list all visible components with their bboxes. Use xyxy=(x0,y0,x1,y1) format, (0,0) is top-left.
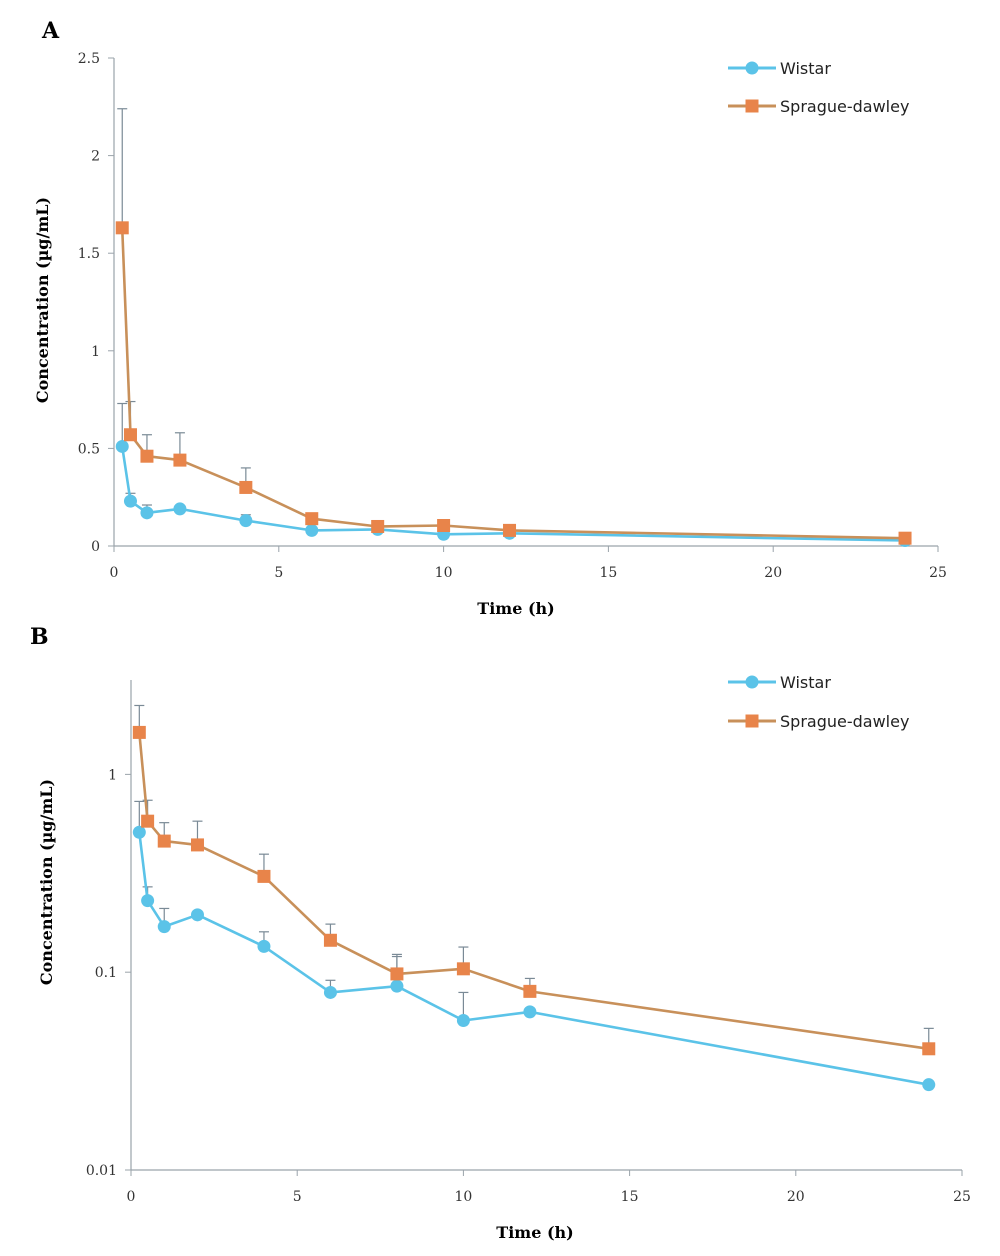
x-tick-label: 20 xyxy=(787,1189,805,1205)
point-sprague-dawley xyxy=(898,531,912,545)
point-sprague-dawley xyxy=(123,428,137,442)
x-tick-label: 25 xyxy=(929,565,947,581)
x-tick-label: 0 xyxy=(127,1189,136,1205)
point-sprague-dawley xyxy=(140,449,154,463)
point-wistar xyxy=(140,506,154,520)
point-sprague-dawley xyxy=(390,967,404,981)
legend-marker-sprague-dawley xyxy=(745,714,759,728)
point-wistar xyxy=(157,920,171,934)
point-wistar xyxy=(257,939,271,953)
point-sprague-dawley xyxy=(141,814,155,828)
point-wistar xyxy=(141,894,155,908)
point-wistar xyxy=(239,514,253,528)
legend-label-sprague-dawley: Sprague-dawley xyxy=(780,97,909,116)
legend-marker-wistar xyxy=(745,675,759,689)
panel-letter-b: B xyxy=(30,624,49,650)
y-tick-label: 2 xyxy=(91,149,100,165)
x-tick-label: 0 xyxy=(110,565,119,581)
x-tick-label: 10 xyxy=(435,565,453,581)
point-sprague-dawley xyxy=(371,519,385,533)
series-sprague-dawley xyxy=(132,704,936,1056)
point-sprague-dawley xyxy=(323,933,337,947)
x-tick-label: 5 xyxy=(293,1189,302,1205)
series-wistar xyxy=(132,800,936,1092)
y-axis-title: Concentration (µg/mL) xyxy=(37,779,56,985)
line-wistar xyxy=(138,832,930,1086)
legend: Wistar Sprague-dawley xyxy=(728,673,909,731)
point-sprague-dawley xyxy=(115,221,129,235)
x-axis-title: Time (h) xyxy=(496,1223,573,1242)
point-sprague-dawley xyxy=(173,453,187,467)
legend-label-sprague-dawley: Sprague-dawley xyxy=(780,712,909,731)
x-tick-label: 5 xyxy=(274,565,283,581)
y-tick-label: 0 xyxy=(91,539,100,555)
series-sprague-dawley xyxy=(115,108,912,545)
line-wistar xyxy=(120,446,906,542)
panel-a: A Time (h) Concentration (µg/mL) 0 5 10 15 2… xyxy=(33,18,947,618)
y-tick-label: 1.5 xyxy=(78,246,100,262)
point-sprague-dawley xyxy=(523,984,537,998)
point-sprague-dawley xyxy=(437,519,451,533)
legend-marker-sprague-dawley xyxy=(745,99,759,113)
point-wistar xyxy=(523,1005,537,1019)
point-sprague-dawley xyxy=(503,523,517,537)
y-tick-label: 2.5 xyxy=(78,51,100,67)
y-tick-label: 0.1 xyxy=(95,965,117,981)
x-axis-title: Time (h) xyxy=(477,599,554,618)
x-tick-label: 20 xyxy=(764,565,782,581)
panel-letter-a: A xyxy=(41,18,60,44)
y-axis-title: Concentration (µg/mL) xyxy=(33,197,52,403)
y-tick-label: 1 xyxy=(91,344,100,360)
series-layer xyxy=(115,108,912,548)
point-wistar xyxy=(132,825,146,839)
legend-label-wistar: Wistar xyxy=(780,59,831,78)
x-tick-label: 25 xyxy=(953,1189,971,1205)
legend: Wistar Sprague-dawley xyxy=(728,59,909,116)
x-tick-label: 15 xyxy=(621,1189,639,1205)
point-wistar xyxy=(323,985,337,999)
point-sprague-dawley xyxy=(456,962,470,976)
point-sprague-dawley xyxy=(190,838,204,852)
legend-label-wistar: Wistar xyxy=(780,673,831,692)
y-tick-label: 0.01 xyxy=(86,1163,117,1179)
y-tick-label: 1 xyxy=(108,767,117,783)
point-wistar xyxy=(173,502,187,516)
point-wistar xyxy=(390,979,404,993)
point-sprague-dawley xyxy=(922,1042,936,1056)
point-wistar xyxy=(305,523,319,537)
point-sprague-dawley xyxy=(257,869,271,883)
point-sprague-dawley xyxy=(239,480,253,494)
y-tick-label: 0.5 xyxy=(78,441,100,457)
point-sprague-dawley xyxy=(305,512,319,526)
point-wistar xyxy=(922,1078,936,1092)
x-tick-label: 15 xyxy=(599,565,617,581)
point-wistar xyxy=(123,494,137,508)
axes: 0 5 10 15 20 25 0 0.5 1 1.5 2 2.5 xyxy=(78,51,947,581)
point-sprague-dawley xyxy=(157,834,171,848)
line-sprague-dawley xyxy=(138,732,929,1051)
point-wistar xyxy=(115,439,129,453)
x-tick-label: 10 xyxy=(454,1189,472,1205)
point-sprague-dawley xyxy=(132,725,146,739)
panel-b: B Time (h) Concentration (µg/mL) 0 5 10 15 2… xyxy=(30,624,971,1242)
axes: 0 5 10 15 20 25 0.01 0.1 1 xyxy=(86,680,971,1205)
point-wistar xyxy=(456,1013,470,1027)
series-layer xyxy=(132,704,936,1092)
point-wistar xyxy=(190,908,204,922)
legend-marker-wistar xyxy=(745,61,759,75)
line-sprague-dawley xyxy=(120,227,906,540)
